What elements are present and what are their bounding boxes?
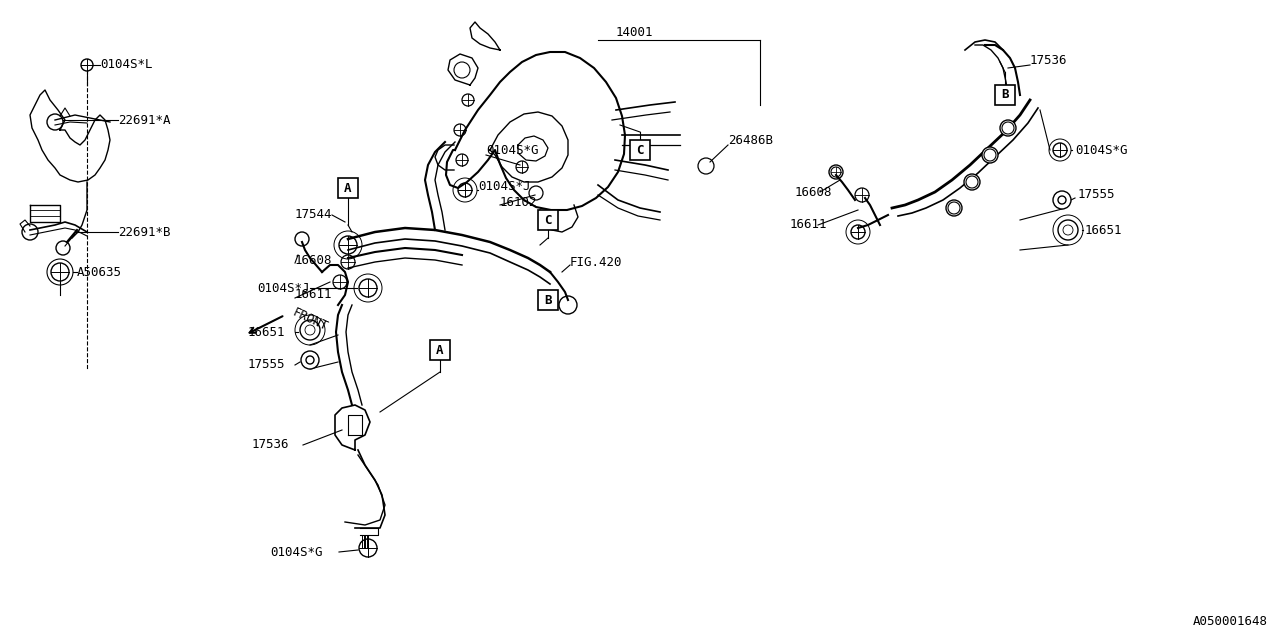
Text: 17555: 17555	[1078, 189, 1115, 202]
Text: B: B	[1001, 88, 1009, 102]
Text: 16611: 16611	[294, 289, 333, 301]
Bar	[430, 340, 451, 360]
Circle shape	[1059, 196, 1066, 204]
Text: FIG.420: FIG.420	[570, 255, 622, 269]
Text: 16608: 16608	[294, 253, 333, 266]
Text: A050001648: A050001648	[1193, 615, 1268, 628]
Circle shape	[306, 356, 314, 364]
Text: 17544: 17544	[294, 209, 332, 221]
Circle shape	[982, 147, 998, 163]
Text: 16651: 16651	[1085, 223, 1123, 237]
Circle shape	[1000, 120, 1016, 136]
Text: C: C	[544, 214, 552, 227]
Text: 16102: 16102	[500, 195, 538, 209]
Text: FRONT: FRONT	[291, 306, 329, 334]
Bar	[338, 178, 358, 198]
Text: 0104S*G: 0104S*G	[1075, 143, 1128, 157]
Text: 16651: 16651	[248, 326, 285, 339]
Circle shape	[964, 174, 980, 190]
Text: 0104S*L: 0104S*L	[100, 58, 152, 72]
Text: 0104S*J: 0104S*J	[477, 180, 530, 193]
Text: 0104S*G: 0104S*G	[270, 545, 323, 559]
Text: 26486B: 26486B	[728, 134, 773, 147]
Bar	[995, 85, 1015, 105]
Text: 17536: 17536	[252, 438, 289, 451]
Circle shape	[946, 200, 963, 216]
Text: 17555: 17555	[248, 358, 285, 371]
Text: 0104S*G: 0104S*G	[486, 143, 539, 157]
Text: 22691*B: 22691*B	[118, 225, 170, 239]
Text: 16608: 16608	[795, 186, 832, 198]
Text: 14001: 14001	[616, 26, 654, 38]
Circle shape	[301, 351, 319, 369]
Circle shape	[1053, 191, 1071, 209]
Text: A50635: A50635	[77, 266, 122, 278]
Text: C: C	[636, 143, 644, 157]
Text: B: B	[544, 294, 552, 307]
Text: A: A	[436, 344, 444, 356]
Text: 22691*A: 22691*A	[118, 113, 170, 127]
Text: A: A	[344, 182, 352, 195]
Text: 17536: 17536	[1030, 54, 1068, 67]
Text: 0104S*J: 0104S*J	[257, 282, 310, 294]
Bar	[538, 290, 558, 310]
Bar	[538, 210, 558, 230]
Text: 16611: 16611	[790, 218, 827, 232]
Bar	[630, 140, 650, 160]
